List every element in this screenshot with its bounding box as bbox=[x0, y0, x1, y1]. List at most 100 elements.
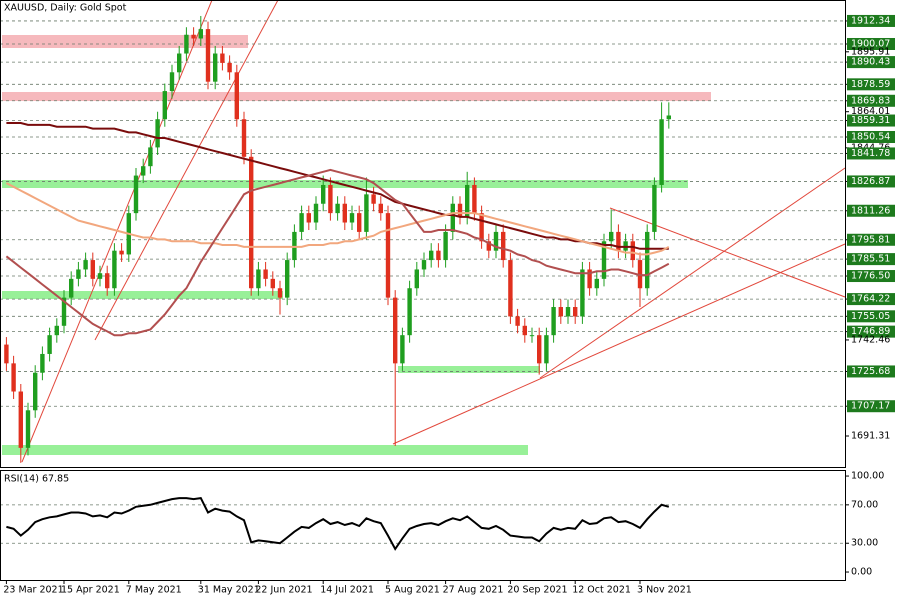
y-tick-box bbox=[847, 270, 895, 283]
candle-body bbox=[220, 53, 225, 63]
moving-average bbox=[6, 122, 669, 250]
y-tick-label: 1764.22 bbox=[851, 294, 890, 305]
x-tick-label: 14 Jul 2021 bbox=[320, 585, 374, 596]
candle-body bbox=[378, 203, 383, 214]
candle-body bbox=[313, 203, 319, 223]
y-tick-label: 0.00 bbox=[851, 567, 872, 578]
rsi-line bbox=[6, 497, 670, 551]
candle-body bbox=[155, 119, 160, 148]
candle-body bbox=[486, 241, 491, 251]
candle-body bbox=[479, 213, 484, 242]
support-zone bbox=[398, 366, 540, 373]
y-tick-box bbox=[847, 204, 895, 217]
rsi-title: RSI(14) 67.85 bbox=[4, 474, 69, 485]
candle-body bbox=[537, 335, 542, 364]
candle-body bbox=[11, 363, 16, 392]
moving-average bbox=[5, 168, 670, 337]
y-tick-label: 1785.51 bbox=[851, 254, 890, 265]
y-tick-label: 1895.91 bbox=[851, 46, 890, 57]
candle-body bbox=[25, 410, 31, 448]
y-tick-label: 70.00 bbox=[851, 499, 878, 510]
candle-body bbox=[141, 166, 146, 176]
y-tick-box bbox=[847, 325, 895, 338]
candle-body bbox=[580, 269, 585, 317]
chart-title: XAUUSD, Daily: Gold Spot bbox=[4, 3, 127, 14]
y-tick-label: 1725.68 bbox=[851, 366, 890, 377]
candle-body bbox=[105, 273, 110, 289]
candle-body bbox=[249, 156, 254, 289]
y-tick-label: 1912.34 bbox=[851, 15, 890, 26]
y-tick-label: 1691.31 bbox=[851, 430, 890, 441]
support-zone bbox=[2, 291, 283, 299]
y-tick-box bbox=[847, 253, 895, 266]
y-tick-label: 1746.89 bbox=[851, 326, 890, 337]
candle-body bbox=[371, 194, 376, 204]
candle-body bbox=[191, 34, 196, 39]
resistance-zone bbox=[2, 92, 711, 101]
trendline bbox=[609, 207, 846, 298]
candle-body bbox=[457, 203, 463, 217]
x-tick-label: 31 May 2021 bbox=[198, 585, 260, 596]
support-zone bbox=[2, 180, 688, 188]
y-tick-box bbox=[847, 37, 895, 50]
candle-body bbox=[594, 278, 599, 289]
plot-layer bbox=[0, 15, 845, 551]
candle-body bbox=[169, 72, 175, 92]
y-tick-label: 1811.26 bbox=[851, 205, 890, 216]
candle-body bbox=[652, 184, 657, 232]
candle-body bbox=[90, 260, 95, 279]
candle-body bbox=[450, 203, 455, 232]
candle-body bbox=[616, 231, 621, 251]
x-tick-label: 7 May 2021 bbox=[126, 585, 182, 596]
candle-body bbox=[112, 250, 117, 289]
y-tick-box bbox=[847, 293, 895, 306]
y-tick-box bbox=[847, 131, 895, 144]
y-tick-label: 1742.46 bbox=[851, 334, 890, 345]
candle-body bbox=[407, 288, 412, 336]
y-tick-box bbox=[847, 310, 895, 323]
candle-body bbox=[321, 184, 326, 204]
y-tick-label: 1841.78 bbox=[851, 148, 890, 159]
candle-body bbox=[33, 372, 38, 411]
candle-body bbox=[436, 250, 441, 261]
candle-body bbox=[443, 231, 448, 261]
candle-body bbox=[198, 29, 203, 39]
candle-body bbox=[522, 325, 527, 336]
y-tick-box bbox=[847, 147, 895, 160]
candle-body bbox=[465, 184, 470, 217]
candle-body bbox=[601, 241, 607, 279]
candle-body bbox=[385, 213, 391, 298]
y-tick-label: 1859.31 bbox=[851, 115, 890, 126]
y-tick-box bbox=[847, 78, 895, 91]
candle-body bbox=[119, 250, 124, 255]
resistance-zone bbox=[2, 35, 248, 48]
candle-body bbox=[645, 231, 650, 289]
candle-body bbox=[328, 184, 333, 214]
y-tick-label: 1755.05 bbox=[851, 311, 890, 322]
candle-body bbox=[285, 260, 290, 298]
candle-body bbox=[335, 203, 340, 214]
candle-body bbox=[630, 241, 635, 261]
y-tick-label: 1890.43 bbox=[851, 57, 890, 68]
candle-body bbox=[234, 72, 239, 120]
y-tick-label: 1795.81 bbox=[851, 234, 890, 245]
candle-body bbox=[18, 391, 23, 448]
candle-body bbox=[565, 307, 571, 317]
candle-body bbox=[364, 194, 369, 232]
candle-body bbox=[558, 307, 563, 317]
support-zone bbox=[2, 445, 528, 455]
candle-body bbox=[4, 344, 9, 364]
candle-body bbox=[76, 269, 81, 279]
y-tick-label: 1850.54 bbox=[851, 132, 890, 143]
candle-body bbox=[493, 231, 499, 251]
y-tick-label: 1878.59 bbox=[851, 79, 890, 90]
trendline bbox=[94, 0, 279, 341]
y-tick-label: 100.00 bbox=[851, 471, 884, 482]
candle-body bbox=[162, 91, 167, 120]
candle-body bbox=[501, 231, 506, 261]
x-tick-label: 3 Nov 2021 bbox=[637, 585, 692, 596]
y-tick-box bbox=[847, 233, 895, 246]
candle-body bbox=[227, 62, 232, 73]
candle-body bbox=[414, 269, 419, 289]
